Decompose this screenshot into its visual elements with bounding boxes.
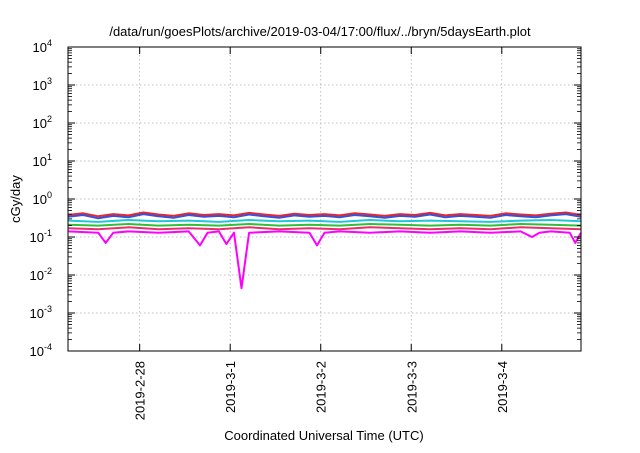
y-tick-exponent: -3: [44, 304, 52, 314]
y-tick-exponent: 0: [47, 190, 52, 200]
y-tick-exponent: 1: [47, 152, 52, 162]
x-axis: 2019-2-28 2019-3-1 2019-3-2 2019-3-3 2019-3-…: [133, 47, 510, 420]
series-group: [67, 211, 582, 290]
y-tick-label: 10-2: [30, 266, 52, 283]
y-tick-label: 102: [33, 114, 52, 131]
y-tick-exponent: 3: [47, 76, 52, 86]
y-tick-label: 101: [33, 152, 52, 169]
x-tick-label: 2019-3-3: [404, 361, 419, 413]
y-tick-exponent: 4: [47, 38, 52, 48]
y-tick-exponent: -1: [44, 228, 52, 238]
x-tick-label: 2019-2-28: [133, 361, 148, 420]
series-line-2: [67, 213, 582, 220]
series-line-4: [67, 223, 582, 227]
y-axis-label: cGy/day: [8, 175, 23, 223]
y-tick-label: 10-4: [30, 342, 52, 359]
x-axis-label: Coordinated Universal Time (UTC): [224, 428, 423, 443]
x-tick-label: 2019-3-2: [314, 361, 329, 413]
series-line-3: [67, 219, 582, 223]
y-tick-exponent: -4: [44, 342, 52, 352]
y-tick-label: 100: [33, 190, 52, 207]
y-tick-exponent: -2: [44, 266, 52, 276]
y-tick-label: 104: [33, 38, 52, 55]
y-tick-label: 10-1: [30, 228, 52, 245]
series-line-5: [67, 226, 582, 231]
x-tick-label: 2019-3-4: [495, 361, 510, 413]
grid: [68, 47, 581, 351]
y-tick-exponent: 2: [47, 114, 52, 124]
y-tick-label: 103: [33, 76, 52, 93]
chart-title: /data/run/goesPlots/archive/2019-03-04/1…: [109, 24, 531, 39]
y-tick-label: 10-3: [30, 304, 52, 321]
series-line-1: [67, 211, 582, 218]
series-line-6: [67, 230, 582, 290]
x-tick-label: 2019-3-1: [223, 361, 238, 413]
